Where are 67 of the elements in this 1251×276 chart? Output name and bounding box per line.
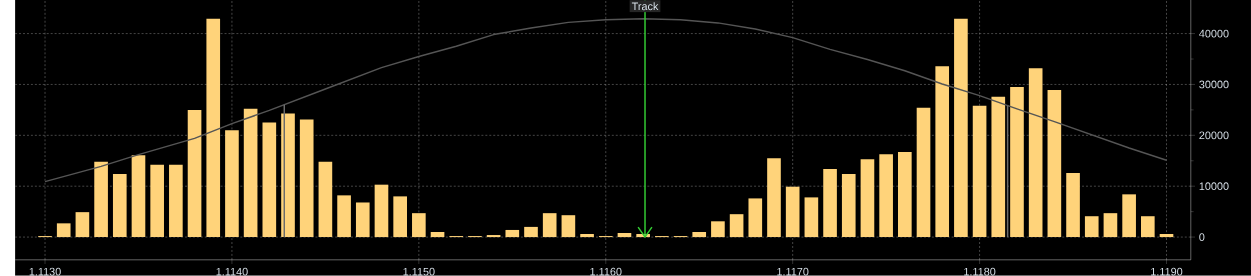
x-tick-label: 1.1160 xyxy=(590,268,622,276)
bar xyxy=(393,196,407,238)
bar xyxy=(169,165,183,238)
bar xyxy=(1010,87,1024,238)
bar xyxy=(823,169,837,238)
bar xyxy=(916,108,931,238)
y-tick-label: 10000 xyxy=(1199,182,1229,191)
bar xyxy=(898,152,912,238)
y-tick-label: 0 xyxy=(1199,233,1205,242)
x-tick-label: 1.1150 xyxy=(403,268,435,276)
bar xyxy=(56,223,71,238)
bar xyxy=(1140,216,1155,238)
bar xyxy=(262,122,277,238)
bar xyxy=(94,161,108,238)
bar xyxy=(580,234,594,238)
bar xyxy=(804,197,819,238)
x-tick-label: 1.1140 xyxy=(216,268,248,276)
bar xyxy=(374,184,389,238)
bar xyxy=(860,159,875,238)
bar xyxy=(281,113,295,238)
y-tick-label: 20000 xyxy=(1199,131,1229,140)
bar xyxy=(1159,234,1174,238)
bar xyxy=(412,213,426,238)
bar xyxy=(542,213,557,238)
bar xyxy=(75,212,90,238)
bar xyxy=(243,109,258,238)
bar xyxy=(524,227,538,238)
bar xyxy=(954,19,968,238)
bar xyxy=(935,66,950,238)
bar xyxy=(1103,213,1118,238)
bar xyxy=(767,158,781,238)
bar xyxy=(1066,173,1080,238)
bar xyxy=(131,155,146,238)
x-tick-label: 1.1190 xyxy=(1151,268,1183,276)
bar xyxy=(879,154,893,238)
bar xyxy=(785,186,800,238)
bar xyxy=(112,174,127,238)
bar xyxy=(711,221,725,238)
bar xyxy=(1122,194,1136,238)
bar xyxy=(187,110,202,238)
bar xyxy=(486,235,501,238)
bar xyxy=(150,165,164,238)
bar xyxy=(318,161,333,238)
x-tick-label: 1.1130 xyxy=(29,268,61,276)
ref-line-label: Track xyxy=(631,2,659,11)
bar xyxy=(729,214,744,238)
bar xyxy=(617,233,632,238)
bar xyxy=(1028,68,1043,238)
bar xyxy=(561,215,576,238)
bar xyxy=(225,130,239,238)
bar xyxy=(991,96,1006,238)
x-tick-label: 1.1180 xyxy=(964,268,996,276)
bar xyxy=(841,174,856,238)
bar xyxy=(337,195,351,238)
bar xyxy=(692,232,707,238)
bar xyxy=(1084,216,1099,238)
bar xyxy=(206,19,221,238)
y-tick-label: 40000 xyxy=(1199,29,1229,38)
bar xyxy=(748,198,763,238)
bar xyxy=(299,119,314,238)
bar xyxy=(972,106,987,238)
bar xyxy=(505,230,520,238)
bar xyxy=(355,202,370,238)
y-tick-label: 30000 xyxy=(1199,80,1229,89)
bar xyxy=(430,232,445,238)
bar xyxy=(1047,90,1062,238)
x-tick-label: 1.1170 xyxy=(777,268,809,276)
